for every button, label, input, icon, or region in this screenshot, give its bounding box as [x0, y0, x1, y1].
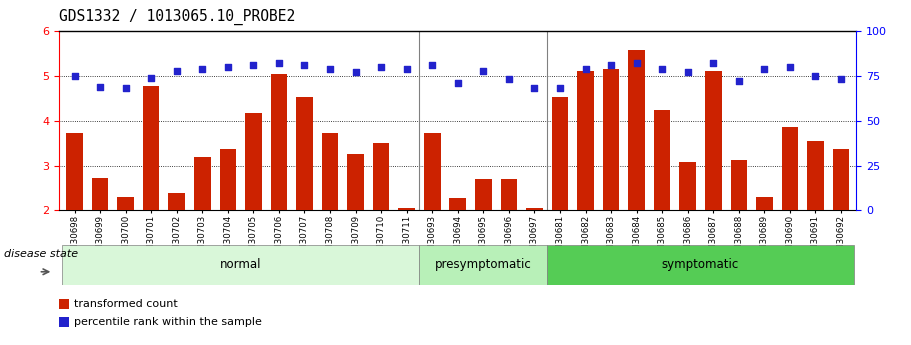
Bar [118, 197, 134, 210]
Bar [271, 74, 287, 210]
Point [144, 75, 159, 80]
Bar [424, 133, 441, 210]
Bar [756, 197, 773, 210]
Point [220, 64, 235, 70]
Bar [220, 149, 236, 210]
Bar [603, 69, 619, 210]
Text: normal: normal [220, 258, 261, 271]
Bar [67, 133, 83, 210]
Point [706, 61, 721, 66]
Bar [322, 133, 338, 210]
Bar [59, 317, 69, 327]
Text: symptomatic: symptomatic [662, 258, 739, 271]
Point [348, 70, 363, 75]
Point [169, 68, 184, 73]
Point [527, 86, 542, 91]
Bar [143, 86, 159, 210]
Bar [59, 298, 69, 309]
Bar [475, 179, 492, 210]
Point [476, 68, 491, 73]
Bar [449, 198, 466, 210]
Point [834, 77, 848, 82]
Point [578, 66, 593, 71]
Bar [419, 245, 548, 285]
Text: transformed count: transformed count [74, 299, 178, 309]
Point [271, 61, 286, 66]
Point [502, 77, 517, 82]
Bar [398, 208, 415, 210]
Bar [807, 141, 824, 210]
Point [374, 64, 388, 70]
Bar [373, 143, 389, 210]
Bar [731, 160, 747, 210]
Point [732, 79, 746, 84]
Bar [169, 194, 185, 210]
Point [757, 66, 772, 71]
Point [630, 61, 644, 66]
Point [783, 64, 797, 70]
Bar [527, 208, 543, 210]
Text: GDS1332 / 1013065.10_PROBE2: GDS1332 / 1013065.10_PROBE2 [59, 9, 295, 25]
Bar [500, 179, 517, 210]
Point [450, 80, 465, 86]
Point [553, 86, 568, 91]
Point [604, 62, 619, 68]
Point [67, 73, 82, 79]
Point [93, 84, 107, 89]
Point [297, 62, 312, 68]
Bar [629, 50, 645, 210]
Text: presymptomatic: presymptomatic [435, 258, 532, 271]
Bar [552, 97, 568, 210]
Point [681, 70, 695, 75]
Bar [245, 113, 261, 210]
Bar [194, 157, 210, 210]
Text: percentile rank within the sample: percentile rank within the sample [74, 317, 261, 327]
Point [399, 66, 414, 71]
Bar [347, 155, 363, 210]
Point [808, 73, 823, 79]
Bar [62, 245, 419, 285]
Bar [578, 71, 594, 210]
Bar [833, 149, 849, 210]
Bar [782, 127, 798, 210]
Text: disease state: disease state [4, 249, 77, 259]
Point [246, 62, 261, 68]
Bar [705, 70, 722, 210]
Bar [92, 178, 108, 210]
Point [195, 66, 210, 71]
Point [425, 62, 439, 68]
Point [655, 66, 670, 71]
Bar [654, 110, 670, 210]
Bar [548, 245, 854, 285]
Point [322, 66, 337, 71]
Point [118, 86, 133, 91]
Bar [296, 97, 312, 210]
Bar [680, 162, 696, 210]
